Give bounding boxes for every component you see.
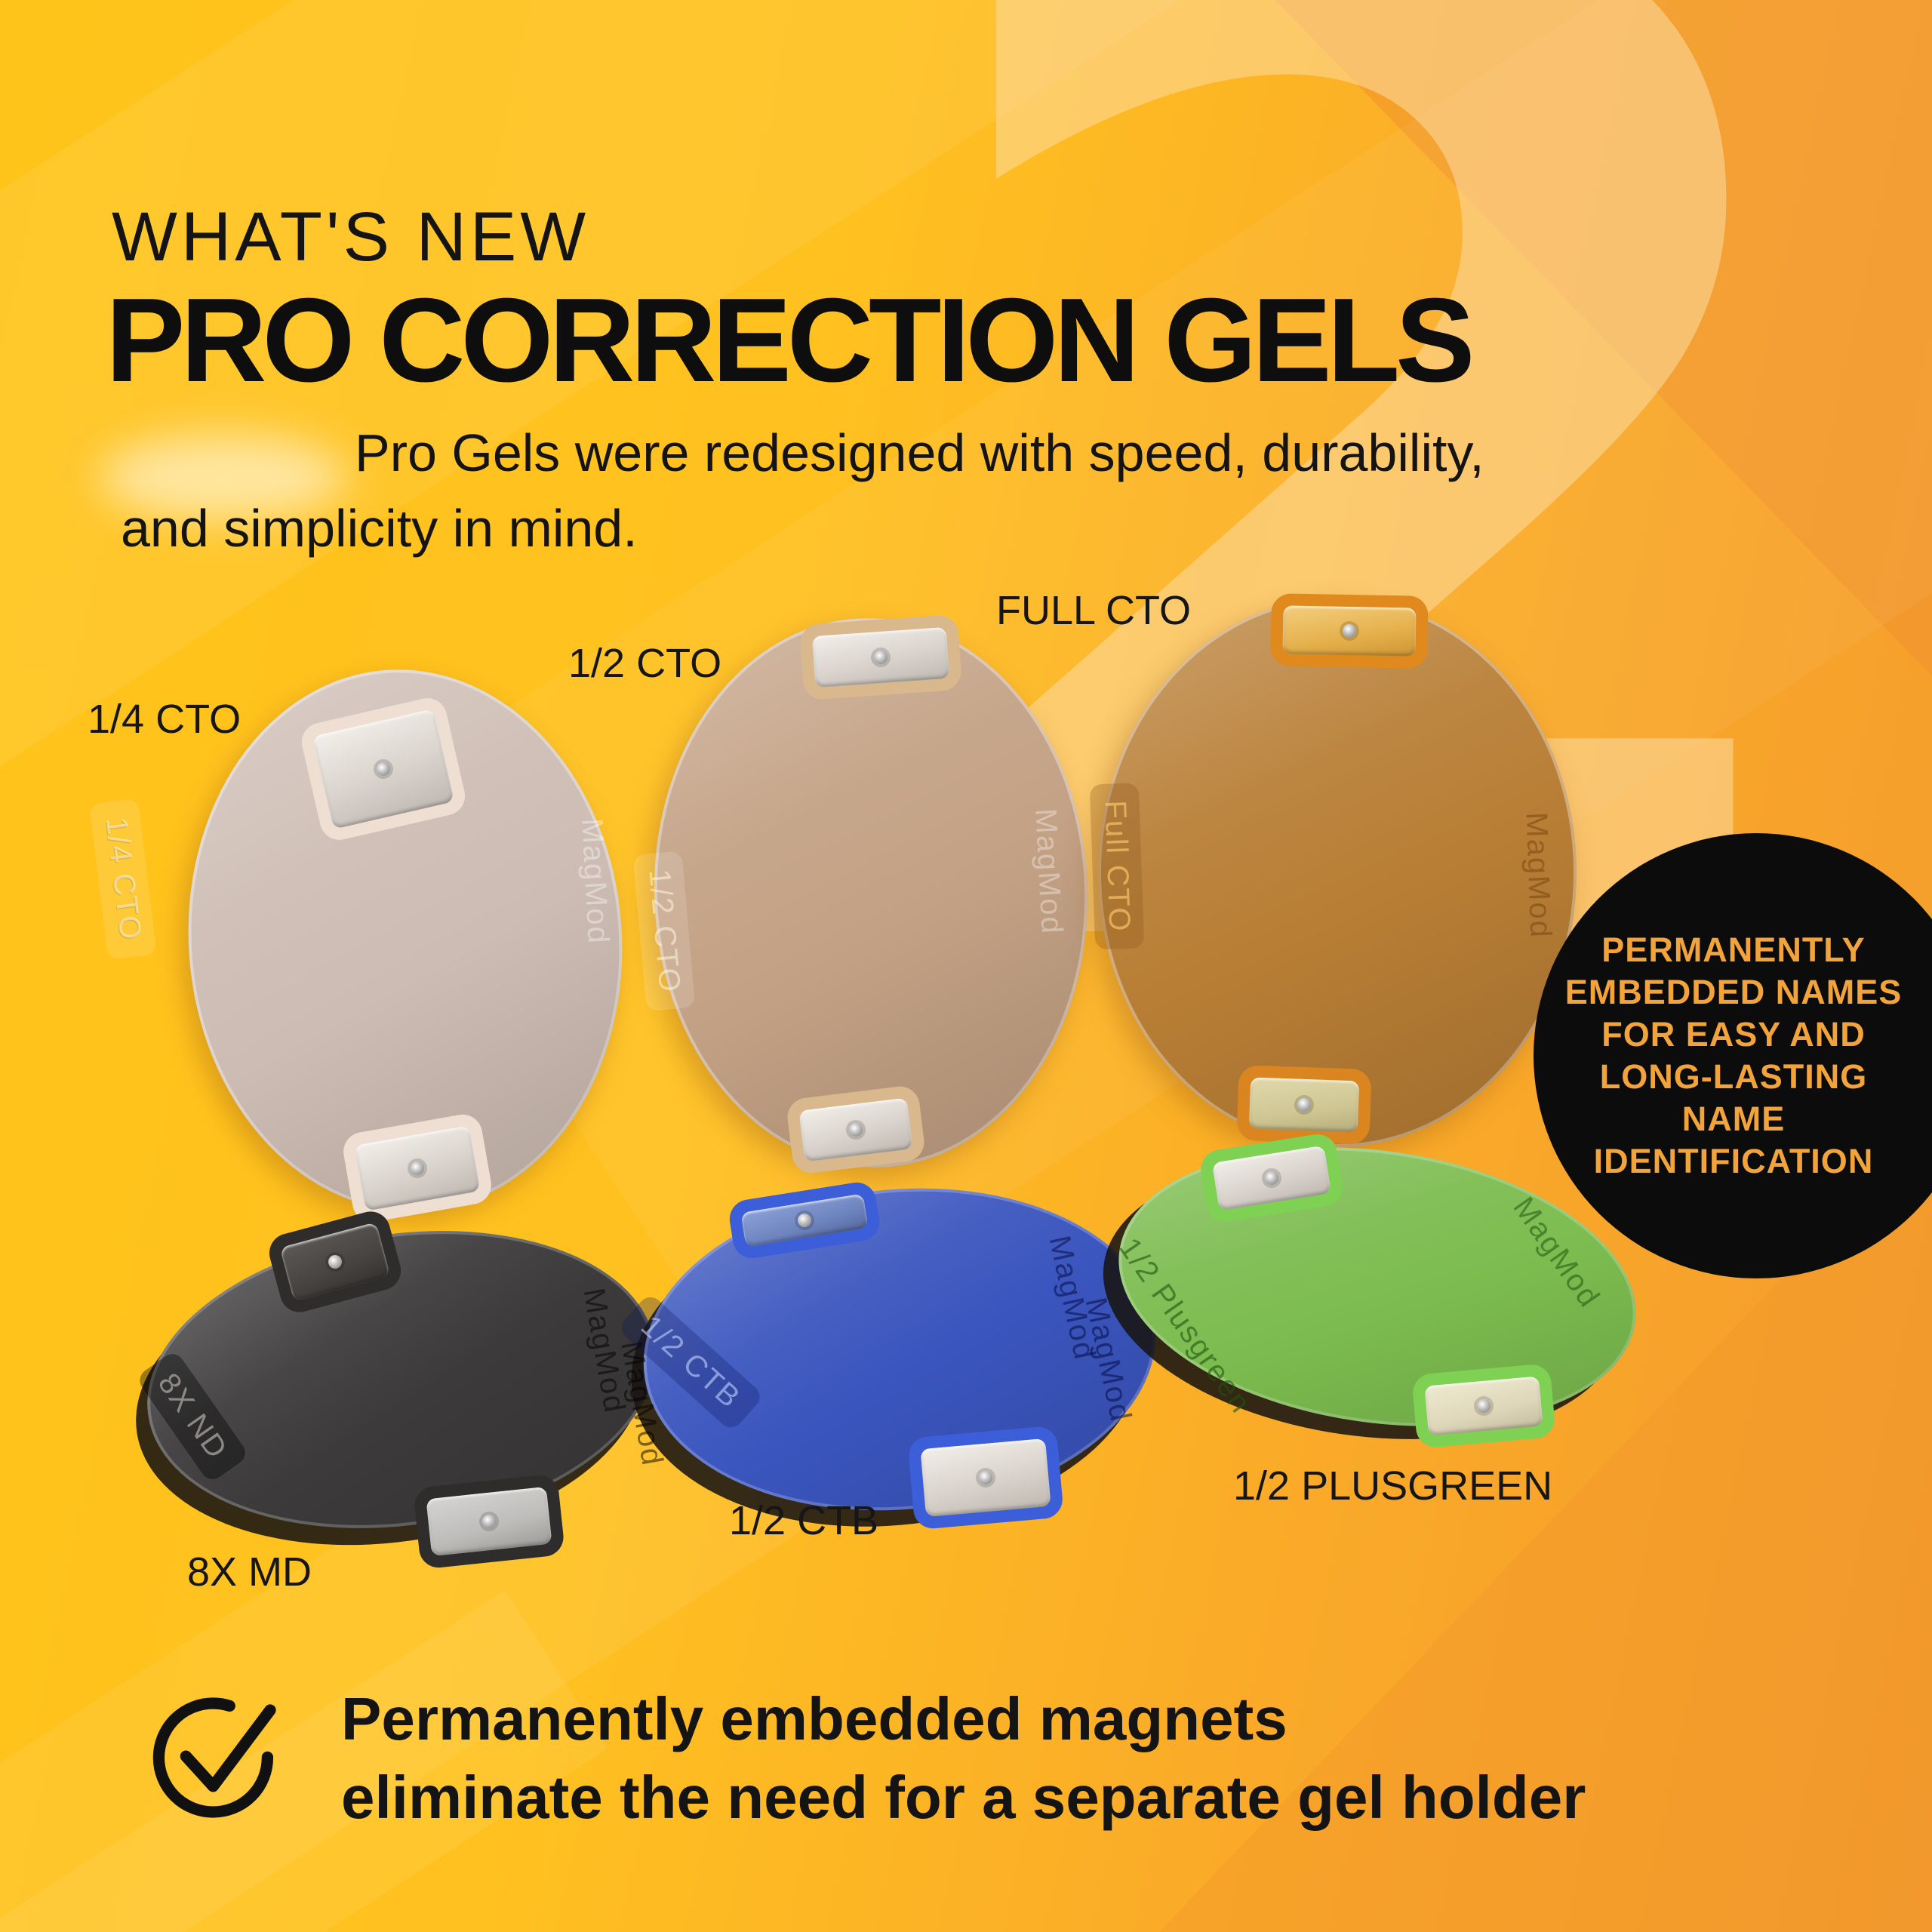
embossed-brand: MagMod: [1029, 808, 1069, 936]
embossed-brand: MagMod: [575, 817, 615, 946]
eyebrow-heading: WHAT'S NEW: [112, 198, 590, 275]
gel-disc-full-cto: [1098, 598, 1577, 1147]
background-light-band: [0, 1589, 608, 1932]
gel-label-8x-md: 8X MD: [187, 1549, 312, 1595]
embossed-brand: MagMod: [1519, 811, 1558, 940]
gel-label-full-cto: FULL CTO: [996, 588, 1192, 633]
badge-line: FOR EASY AND: [1601, 1015, 1866, 1054]
badge-line: NAME: [1681, 1100, 1786, 1138]
subtitle-line-1: Pro Gels were redesigned with speed, dur…: [355, 423, 1484, 482]
page-title: PRO CORRECTION GELS: [106, 274, 1475, 407]
magnet-tab: [907, 1425, 1064, 1531]
gel-sheen: [1098, 598, 1577, 1147]
badge-line: LONG-LASTING: [1599, 1057, 1868, 1096]
feature-badge-text: PERMANENTLY EMBEDDED NAMES FOR EASY AND …: [1565, 929, 1903, 1183]
magnet-tab: [412, 1473, 566, 1570]
gel-label-half-cto: 1/2 CTO: [568, 641, 722, 686]
gel-label-half-plusgreen: 1/2 PLUSGREEN: [1233, 1463, 1553, 1509]
feature-text-line-1: Permanently embedded magnets: [341, 1685, 1287, 1752]
magnet-tab: [1236, 1064, 1372, 1146]
magnet-tab: [785, 1084, 927, 1176]
badge-line: EMBEDDED NAMES: [1564, 973, 1903, 1011]
subtitle-line-2: and simplicity in mind.: [121, 499, 638, 558]
badge-line: PERMANENTLY: [1601, 931, 1866, 969]
feature-text-line-2: eliminate the need for a separate gel ho…: [341, 1764, 1586, 1831]
embossed-gel-name: Full CTO: [1089, 783, 1145, 950]
magnet-tab: [798, 614, 963, 701]
gel-label-half-ctb: 1/2 CTB: [729, 1498, 879, 1543]
background-smudge: [98, 434, 347, 521]
feature-badge: PERMANENTLY EMBEDDED NAMES FOR EASY AND …: [1534, 833, 1932, 1278]
embossed-gel-name: 1/4 CTO: [89, 798, 157, 961]
badge-line: IDENTIFICATION: [1593, 1142, 1874, 1180]
gel-label-quarter-cto: 1/4 CTO: [88, 697, 242, 742]
check-circle-icon: [152, 1697, 276, 1818]
magnet-tab: [1270, 593, 1429, 669]
magnet-tab: [1411, 1363, 1556, 1449]
